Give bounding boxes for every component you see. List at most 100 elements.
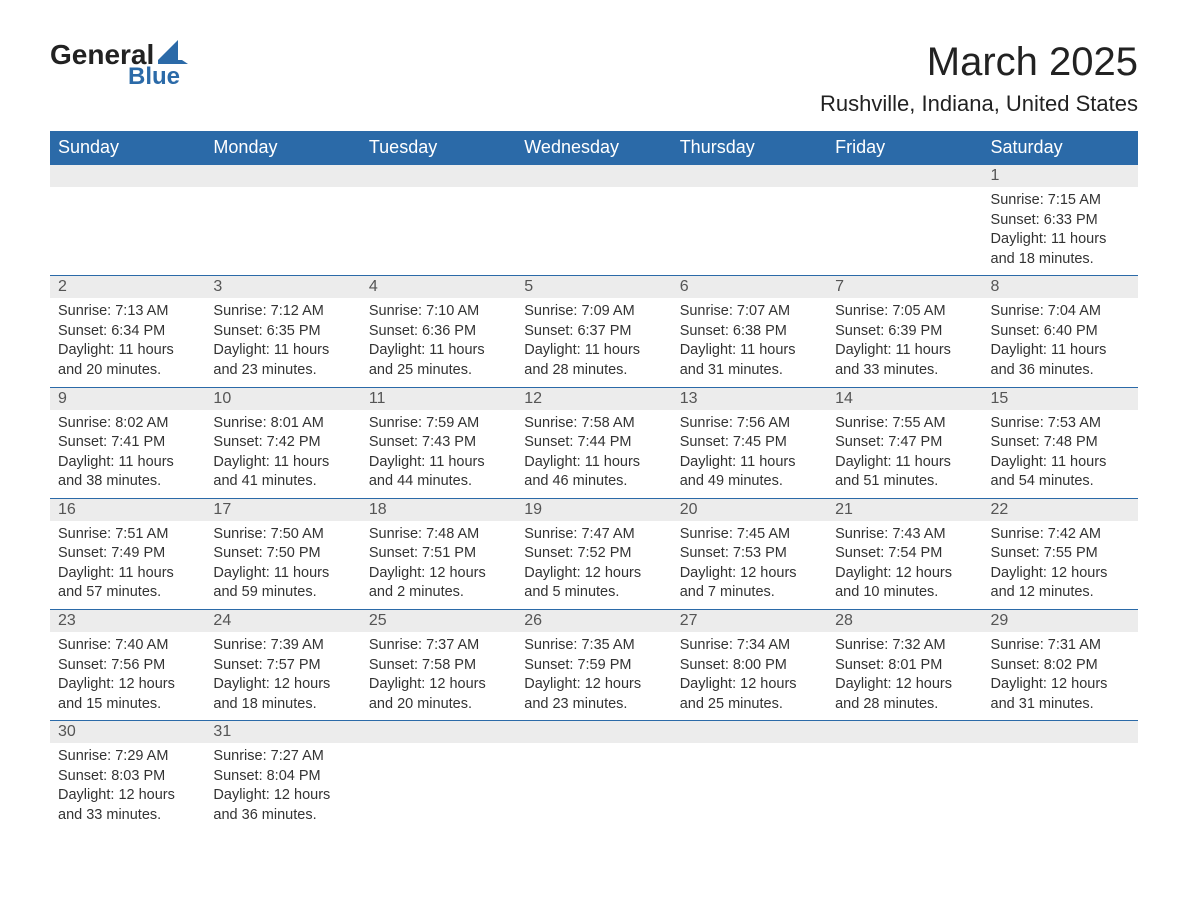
daylight-line: Daylight: 11 hours and 51 minutes. [835,453,974,492]
sunset-line: Sunset: 7:41 PM [58,433,197,453]
day-body: Sunrise: 7:53 AMSunset: 7:48 PMDaylight:… [983,410,1138,498]
sunset-line: Sunset: 8:03 PM [58,767,197,787]
day-number: 25 [361,610,516,632]
sunrise-line: Sunrise: 7:55 AM [835,414,974,434]
week-row: 1Sunrise: 7:15 AMSunset: 6:33 PMDaylight… [50,165,1138,276]
day-cell: 10Sunrise: 8:01 AMSunset: 7:42 PMDayligh… [205,387,360,498]
calendar-body: 1Sunrise: 7:15 AMSunset: 6:33 PMDaylight… [50,165,1138,832]
daylight-line: Daylight: 11 hours and 54 minutes. [991,453,1130,492]
daylight-line: Daylight: 12 hours and 25 minutes. [680,675,819,714]
day-number: 28 [827,610,982,632]
sunset-line: Sunset: 7:48 PM [991,433,1130,453]
daylight-line: Daylight: 11 hours and 38 minutes. [58,453,197,492]
week-row: 30Sunrise: 7:29 AMSunset: 8:03 PMDayligh… [50,721,1138,832]
daylight-line: Daylight: 12 hours and 12 minutes. [991,564,1130,603]
sunset-line: Sunset: 6:34 PM [58,322,197,342]
empty-day-header [983,721,1138,743]
sunset-line: Sunset: 7:53 PM [680,544,819,564]
weekday-header: Saturday [983,131,1138,165]
day-body: Sunrise: 7:40 AMSunset: 7:56 PMDaylight:… [50,632,205,720]
daylight-line: Daylight: 12 hours and 15 minutes. [58,675,197,714]
day-number: 10 [205,388,360,410]
sunset-line: Sunset: 6:36 PM [369,322,508,342]
day-number: 18 [361,499,516,521]
empty-day-header [672,165,827,187]
day-cell [983,721,1138,832]
day-body: Sunrise: 7:05 AMSunset: 6:39 PMDaylight:… [827,298,982,386]
day-cell: 13Sunrise: 7:56 AMSunset: 7:45 PMDayligh… [672,387,827,498]
day-cell: 9Sunrise: 8:02 AMSunset: 7:41 PMDaylight… [50,387,205,498]
daylight-line: Daylight: 12 hours and 23 minutes. [524,675,663,714]
day-number: 15 [983,388,1138,410]
sunrise-line: Sunrise: 7:53 AM [991,414,1130,434]
sunset-line: Sunset: 7:44 PM [524,433,663,453]
month-title: March 2025 [820,40,1138,85]
daylight-line: Daylight: 11 hours and 31 minutes. [680,341,819,380]
day-cell: 6Sunrise: 7:07 AMSunset: 6:38 PMDaylight… [672,276,827,387]
weekday-header: Wednesday [516,131,671,165]
day-cell: 31Sunrise: 7:27 AMSunset: 8:04 PMDayligh… [205,721,360,832]
day-body: Sunrise: 7:15 AMSunset: 6:33 PMDaylight:… [983,187,1138,275]
sunrise-line: Sunrise: 7:37 AM [369,636,508,656]
day-body: Sunrise: 7:07 AMSunset: 6:38 PMDaylight:… [672,298,827,386]
day-cell: 25Sunrise: 7:37 AMSunset: 7:58 PMDayligh… [361,610,516,721]
empty-day-header [205,165,360,187]
empty-day-header [827,721,982,743]
day-number: 30 [50,721,205,743]
daylight-line: Daylight: 11 hours and 33 minutes. [835,341,974,380]
sunset-line: Sunset: 7:57 PM [213,656,352,676]
sunrise-line: Sunrise: 7:13 AM [58,302,197,322]
day-number: 6 [672,276,827,298]
sunrise-line: Sunrise: 7:56 AM [680,414,819,434]
day-body: Sunrise: 7:45 AMSunset: 7:53 PMDaylight:… [672,521,827,609]
day-cell: 28Sunrise: 7:32 AMSunset: 8:01 PMDayligh… [827,610,982,721]
day-cell: 2Sunrise: 7:13 AMSunset: 6:34 PMDaylight… [50,276,205,387]
sunset-line: Sunset: 7:51 PM [369,544,508,564]
day-cell: 21Sunrise: 7:43 AMSunset: 7:54 PMDayligh… [827,498,982,609]
sunrise-line: Sunrise: 7:42 AM [991,525,1130,545]
day-number: 22 [983,499,1138,521]
empty-day-header [516,721,671,743]
day-cell: 12Sunrise: 7:58 AMSunset: 7:44 PMDayligh… [516,387,671,498]
day-number: 4 [361,276,516,298]
day-body: Sunrise: 7:47 AMSunset: 7:52 PMDaylight:… [516,521,671,609]
sunrise-line: Sunrise: 7:04 AM [991,302,1130,322]
day-body: Sunrise: 7:34 AMSunset: 8:00 PMDaylight:… [672,632,827,720]
day-body: Sunrise: 7:42 AMSunset: 7:55 PMDaylight:… [983,521,1138,609]
sunset-line: Sunset: 7:45 PM [680,433,819,453]
sunrise-line: Sunrise: 7:58 AM [524,414,663,434]
sunrise-line: Sunrise: 7:51 AM [58,525,197,545]
day-cell [205,165,360,276]
day-body: Sunrise: 7:43 AMSunset: 7:54 PMDaylight:… [827,521,982,609]
sunrise-line: Sunrise: 7:27 AM [213,747,352,767]
daylight-line: Daylight: 11 hours and 36 minutes. [991,341,1130,380]
day-body: Sunrise: 7:10 AMSunset: 6:36 PMDaylight:… [361,298,516,386]
location: Rushville, Indiana, United States [820,91,1138,117]
daylight-line: Daylight: 12 hours and 5 minutes. [524,564,663,603]
day-cell: 5Sunrise: 7:09 AMSunset: 6:37 PMDaylight… [516,276,671,387]
sunrise-line: Sunrise: 7:12 AM [213,302,352,322]
weekday-header: Thursday [672,131,827,165]
day-body: Sunrise: 7:32 AMSunset: 8:01 PMDaylight:… [827,632,982,720]
sunrise-line: Sunrise: 7:07 AM [680,302,819,322]
day-body: Sunrise: 7:13 AMSunset: 6:34 PMDaylight:… [50,298,205,386]
header: General Blue March 2025 Rushville, India… [50,40,1138,117]
daylight-line: Daylight: 11 hours and 57 minutes. [58,564,197,603]
day-number: 16 [50,499,205,521]
empty-day-header [50,165,205,187]
day-cell: 27Sunrise: 7:34 AMSunset: 8:00 PMDayligh… [672,610,827,721]
sunset-line: Sunset: 6:33 PM [991,211,1130,231]
daylight-line: Daylight: 12 hours and 31 minutes. [991,675,1130,714]
day-body: Sunrise: 7:50 AMSunset: 7:50 PMDaylight:… [205,521,360,609]
day-cell: 1Sunrise: 7:15 AMSunset: 6:33 PMDaylight… [983,165,1138,276]
day-cell: 26Sunrise: 7:35 AMSunset: 7:59 PMDayligh… [516,610,671,721]
title-block: March 2025 Rushville, Indiana, United St… [820,40,1138,117]
day-number: 17 [205,499,360,521]
day-cell: 20Sunrise: 7:45 AMSunset: 7:53 PMDayligh… [672,498,827,609]
daylight-line: Daylight: 12 hours and 33 minutes. [58,786,197,825]
daylight-line: Daylight: 11 hours and 28 minutes. [524,341,663,380]
empty-day-header [516,165,671,187]
calendar-table: SundayMondayTuesdayWednesdayThursdayFrid… [50,131,1138,832]
empty-day-header [672,721,827,743]
day-number: 13 [672,388,827,410]
